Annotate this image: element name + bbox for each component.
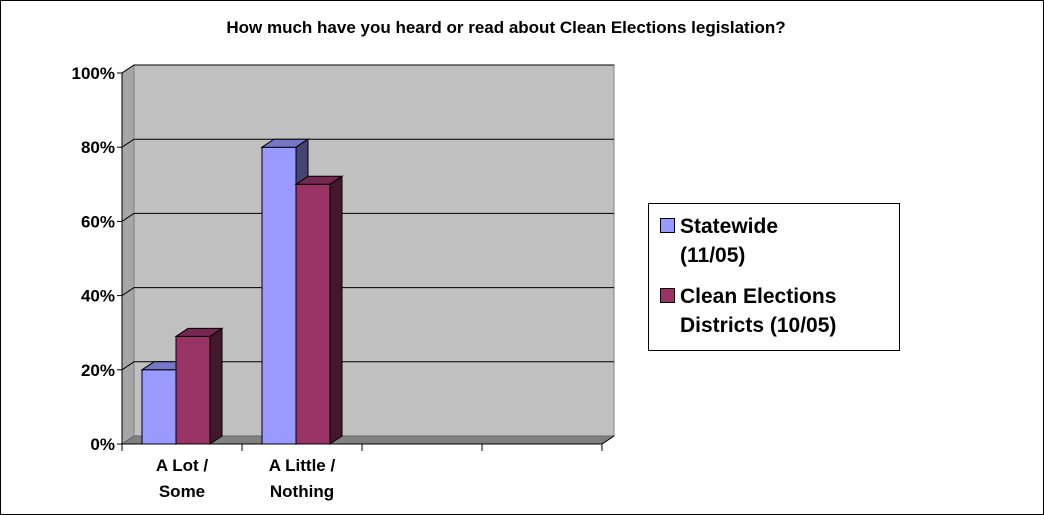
legend-label-statewide: Statewide (11/05) [680, 215, 779, 267]
gridline [121, 212, 614, 222]
x-tick-label: A Little / Nothing [269, 456, 336, 501]
chart-title: How much have you heard or read about Cl… [226, 18, 786, 37]
legend-swatch-statewide [660, 218, 675, 233]
plot-side-wall [121, 64, 135, 445]
y-tick-label: 60% [81, 212, 115, 231]
y-tick-label: 40% [81, 287, 115, 306]
legend-item-clean-elections: Clean Elections Districts (10/05) [660, 282, 836, 340]
legend-item-statewide: Statewide (11/05) [660, 212, 778, 270]
x-axis-depth [601, 435, 615, 445]
bar [294, 175, 344, 445]
gridline [121, 361, 614, 371]
y-tick-label: 100% [72, 64, 115, 83]
y-tick-label: 0% [90, 435, 115, 454]
legend-swatch-clean-elections [660, 288, 675, 303]
legend: Statewide (11/05) Clean Elections Distri… [648, 203, 900, 351]
gridline [121, 287, 614, 297]
gridline [121, 138, 614, 148]
legend-label-clean-elections: Clean Elections Districts (10/05) [680, 285, 837, 337]
y-tick-label: 80% [81, 138, 115, 157]
x-tick-label: A Lot / Some [156, 456, 209, 501]
gridline [121, 64, 614, 74]
y-tick-label: 20% [81, 361, 115, 380]
bar [174, 327, 224, 445]
